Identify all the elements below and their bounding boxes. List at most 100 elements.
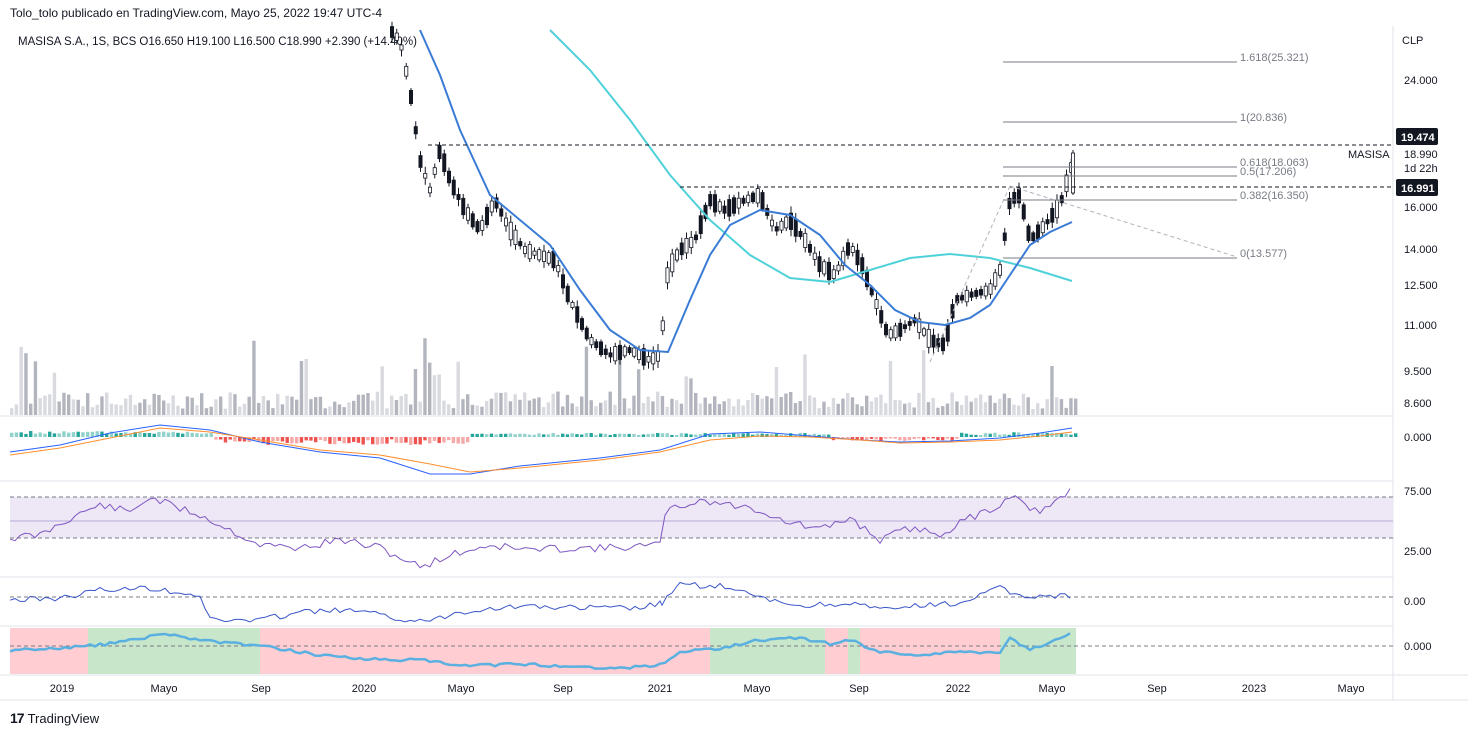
macd-histogram-bar — [337, 437, 342, 441]
trend-zone-bear — [825, 628, 848, 674]
volume-bar — [119, 405, 123, 415]
volume-bar — [480, 406, 484, 415]
candle-body — [503, 217, 508, 227]
macd-histogram-bar — [689, 434, 693, 437]
time-axis-tick: 2022 — [946, 683, 970, 695]
volume-bar — [955, 401, 959, 415]
candle-body — [599, 341, 604, 356]
candle-body — [679, 242, 684, 256]
candle-body — [608, 352, 613, 358]
volume-bar — [1017, 405, 1021, 415]
macd-histogram-bar — [903, 437, 907, 441]
fib-level-label: 0.382(16.350) — [1240, 190, 1309, 202]
macd-histogram-bar — [513, 434, 517, 437]
candle-body — [993, 272, 998, 287]
candle-body — [727, 199, 732, 217]
candle-body — [603, 348, 608, 355]
macd-histogram-bar — [546, 434, 551, 437]
volume-bar — [451, 408, 456, 415]
symbol-ohlc-legend[interactable]: MASISA S.A., 1S, BCS O16.650 H19.100 L16… — [18, 36, 417, 48]
volume-bar — [1040, 408, 1045, 415]
volume-bar — [204, 408, 209, 415]
volume-bar — [52, 372, 57, 415]
candle-body — [432, 167, 437, 175]
candle-body — [475, 221, 480, 233]
volume-bar — [67, 394, 71, 415]
candle-body — [442, 153, 447, 173]
volume-bar — [622, 398, 627, 415]
volume-bar — [741, 405, 745, 415]
macd-histogram-bar — [812, 433, 817, 437]
macd-histogram-bar — [86, 431, 90, 437]
candle-body — [974, 290, 979, 297]
macd-histogram-bar — [646, 434, 650, 437]
volume-bar — [504, 392, 508, 415]
publisher-header: Tolo_tolo publicado en TradingView.com, … — [10, 6, 383, 20]
macd-histogram-bar — [1059, 433, 1064, 437]
volume-bar — [789, 392, 793, 415]
candle-body — [1071, 152, 1076, 194]
macd-histogram-bar — [850, 437, 855, 441]
volume-bar — [960, 404, 964, 415]
candle-body — [451, 179, 456, 196]
macd-histogram-bar — [969, 434, 973, 437]
bar-countdown-label: 1d 22h — [1404, 163, 1438, 175]
volume-bar — [494, 392, 498, 415]
candle-body — [518, 241, 523, 247]
candle-body — [618, 345, 623, 360]
volume-bar — [24, 353, 28, 415]
candle-body — [893, 325, 898, 339]
macd-histogram-bar — [1012, 432, 1016, 437]
macd-histogram-bar — [147, 433, 152, 437]
volume-bar — [903, 403, 907, 415]
macd-histogram-bar — [665, 433, 669, 437]
volume-bar — [983, 402, 988, 415]
macd-histogram-bar — [917, 437, 921, 439]
volume-bar — [917, 392, 921, 415]
macd-histogram-bar — [960, 432, 964, 437]
fib-trend-line-up[interactable] — [929, 185, 1011, 363]
macd-histogram-bar — [309, 437, 313, 441]
macd-histogram-bar — [760, 433, 764, 437]
price-axis-tick: 8.600 — [1404, 398, 1432, 410]
candle-body — [399, 44, 404, 51]
tradingview-brand[interactable]: 17 TradingView — [10, 710, 99, 726]
candle-body — [1064, 174, 1069, 193]
brand-label: TradingView — [27, 710, 100, 726]
volume-bar — [774, 366, 779, 415]
macd-histogram-bar — [751, 434, 755, 437]
volume-bar — [152, 393, 156, 415]
volume-bar — [57, 401, 61, 415]
volume-bar — [143, 399, 147, 415]
candle-body — [789, 212, 794, 230]
ma-fast-line — [419, 29, 1073, 354]
volume-bar — [318, 396, 323, 415]
macd-histogram-bar — [1017, 432, 1021, 437]
candle-body — [446, 170, 451, 184]
trend-zone-bull — [848, 628, 860, 674]
candle-body — [427, 186, 432, 194]
volume-bar — [817, 408, 821, 415]
macd-histogram-bar — [276, 437, 280, 441]
volume-bar — [717, 404, 722, 415]
fib-trend-line-down[interactable] — [1009, 185, 1238, 258]
volume-bar — [865, 395, 869, 415]
candle-body — [836, 264, 841, 272]
candle-body — [708, 194, 713, 207]
volume-bar — [584, 346, 589, 415]
volume-bar — [147, 404, 152, 415]
volume-bar — [390, 395, 394, 415]
volume-bar — [181, 408, 185, 415]
candle-body — [1045, 219, 1050, 225]
fibonacci-extension[interactable]: 1.618(25.321) 1(20.836) 0.618(18.063)0.5(1… — [1003, 52, 1309, 260]
volume-bar — [43, 395, 47, 415]
time-axis-tick: Mayo — [448, 683, 475, 695]
candle-body — [903, 324, 908, 330]
trend-zone-bull — [100, 628, 260, 674]
volume-bar — [352, 400, 356, 415]
candle-body — [879, 310, 884, 324]
rsi-axis-tick-75: 75.00 — [1404, 486, 1432, 498]
macd-histogram-bar — [580, 434, 584, 437]
macd-histogram-bar — [385, 437, 389, 444]
